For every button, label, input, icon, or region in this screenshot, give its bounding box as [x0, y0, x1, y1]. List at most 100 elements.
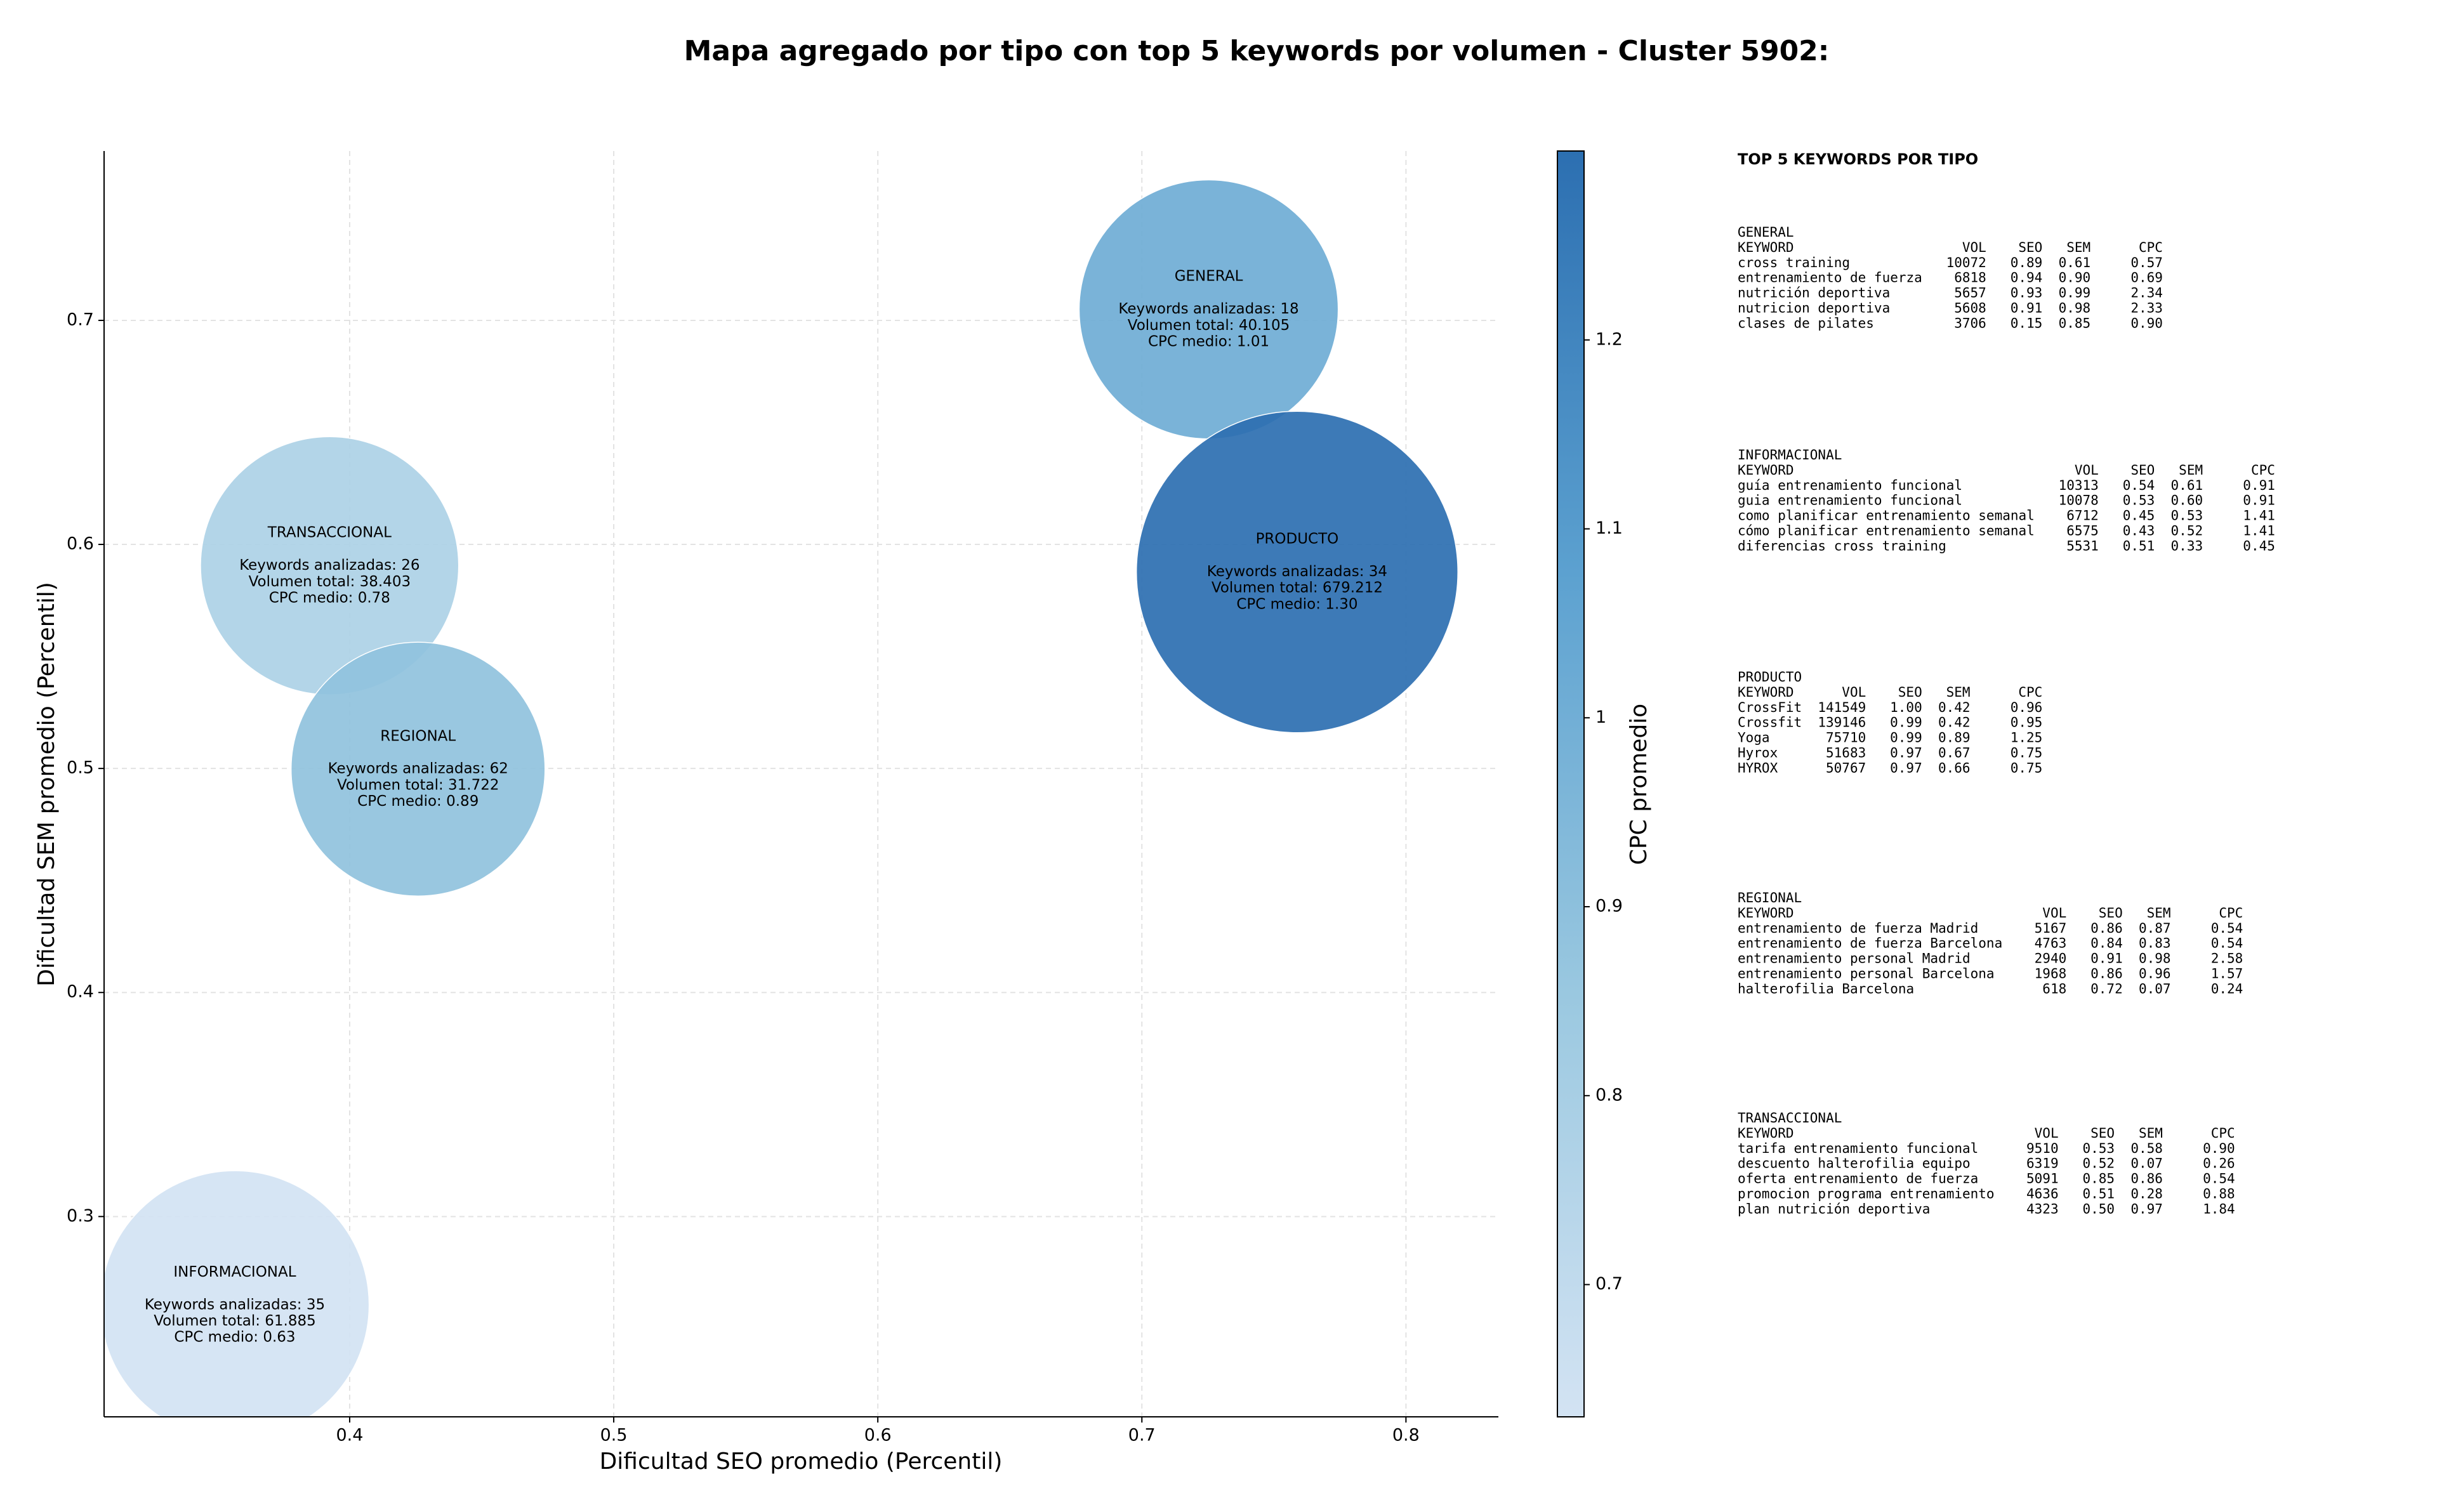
table-cell: 5091: [2026, 1171, 2059, 1187]
column-header: VOL: [2075, 463, 2099, 478]
x-tick-label: 0.4: [336, 1426, 363, 1445]
table-cell: 0.58: [2130, 1141, 2163, 1156]
bubble: [290, 641, 546, 897]
table-cell: guía entrenamiento funcional: [1738, 478, 1962, 493]
table-cell: 0.99: [2059, 286, 2091, 301]
table-cell: 0.98: [2059, 301, 2091, 316]
table-cell: 0.85: [2083, 1171, 2115, 1187]
table-cell: 0.54: [2211, 936, 2243, 951]
table-cell: Crossfit: [1738, 715, 1802, 730]
bubble-annotation: CPC medio: 1.30: [1236, 596, 1357, 612]
table-cell: 0.89: [1938, 730, 1971, 746]
y-tick-label: 0.7: [67, 310, 94, 329]
table-cell: 0.91: [2243, 493, 2275, 508]
table-cell: entrenamiento personal Barcelona: [1738, 966, 1995, 982]
table-cell: 0.99: [1890, 730, 1922, 746]
table-cell: 0.95: [2011, 715, 2043, 730]
table-cell: 618: [2042, 981, 2066, 996]
colorbar-tick-label: 1: [1595, 707, 1606, 727]
table-cell: 0.60: [2171, 493, 2203, 508]
column-header: SEM: [2139, 1126, 2163, 1141]
table-cell: 4636: [2026, 1187, 2059, 1202]
y-tick-label: 0.5: [67, 758, 94, 778]
panel-title: TOP 5 KEYWORDS POR TIPO: [1738, 150, 1978, 168]
table-cell: nutrición deportiva: [1738, 286, 1890, 301]
column-header: SEO: [2090, 1126, 2115, 1141]
section-title: PRODUCTO: [1738, 669, 1802, 685]
x-tick-label: 0.8: [1392, 1426, 1420, 1445]
y-tick-label: 0.6: [67, 534, 94, 554]
bubble-annotation: Volumen total: 61.885: [154, 1313, 316, 1329]
table-cell: diferencias cross training: [1738, 538, 1946, 553]
table-cell: oferta entrenamiento de fuerza: [1738, 1171, 1978, 1187]
table-cell: 0.61: [2059, 255, 2091, 270]
table-cell: 0.83: [2139, 936, 2171, 951]
column-header: SEO: [2099, 905, 2123, 921]
table-cell: 0.52: [2171, 523, 2203, 539]
table-cell: 0.72: [2090, 981, 2123, 996]
table-cell: 0.51: [2123, 538, 2155, 553]
x-tick-label: 0.5: [600, 1426, 628, 1445]
column-header: KEYWORD: [1738, 685, 1794, 700]
bubble-annotation: Keywords analizadas: 34: [1207, 563, 1387, 580]
table-cell: 0.50: [2083, 1201, 2115, 1216]
table-cell: 0.91: [2243, 478, 2275, 493]
column-header: VOL: [2035, 1126, 2059, 1141]
section-title: REGIONAL: [1738, 890, 1802, 905]
table-cell: 0.15: [2011, 315, 2043, 331]
bubble-name: TRANSACCIONAL: [267, 525, 392, 541]
table-cell: 6712: [2066, 508, 2099, 523]
table-cell: 6319: [2026, 1156, 2059, 1171]
bubble-annotation: Volumen total: 679.212: [1212, 580, 1383, 596]
table-cell: 0.86: [2130, 1171, 2163, 1187]
table-cell: entrenamiento personal Madrid: [1738, 951, 1971, 966]
column-header: SEO: [2130, 463, 2155, 478]
table-cell: 0.42: [1938, 715, 1971, 730]
colorbar-label: CPC promedio: [1626, 704, 1652, 865]
column-header: CPC: [2211, 1126, 2235, 1141]
table-cell: CrossFit: [1738, 700, 1802, 715]
column-header: SEM: [2179, 463, 2203, 478]
table-cell: 0.52: [2083, 1156, 2115, 1171]
table-cell: 0.67: [1938, 746, 1971, 761]
colorbar-tick-label: 0.7: [1595, 1274, 1623, 1294]
table-cell: 0.97: [2130, 1201, 2163, 1216]
column-header: CPC: [2219, 905, 2243, 921]
table-cell: 3706: [1954, 315, 1986, 331]
table-cell: 0.75: [2011, 760, 2043, 775]
colorbar-tick-label: 1.2: [1595, 329, 1623, 349]
table-cell: 0.07: [2139, 981, 2171, 996]
bubble: [1135, 411, 1458, 733]
table-cell: 4763: [2035, 936, 2067, 951]
column-header: VOL: [1842, 685, 1866, 700]
column-header: CPC: [2139, 240, 2163, 255]
table-cell: 6818: [1954, 270, 1986, 286]
table-cell: 0.57: [2130, 255, 2163, 270]
bubble-annotation: Volumen total: 40.105: [1128, 317, 1290, 334]
table-cell: 0.69: [2130, 270, 2163, 286]
column-header: CPC: [2251, 463, 2275, 478]
table-cell: 0.87: [2139, 921, 2171, 936]
bubble-name: INFORMACIONAL: [173, 1264, 296, 1280]
column-header: KEYWORD: [1738, 463, 1794, 478]
table-cell: 0.54: [2203, 1171, 2235, 1187]
column-header: SEM: [2066, 240, 2090, 255]
bubble-annotation: Volumen total: 38.403: [249, 574, 411, 590]
table-cell: 141549: [1818, 700, 1866, 715]
table-cell: entrenamiento de fuerza Madrid: [1738, 921, 1978, 936]
section-title: TRANSACCIONAL: [1738, 1110, 1842, 1126]
bubble-annotation: Keywords analizadas: 62: [328, 761, 508, 777]
column-header: KEYWORD: [1738, 240, 1794, 255]
table-cell: 0.94: [2011, 270, 2043, 286]
table-cell: 51683: [1826, 746, 1866, 761]
section-title: INFORMACIONAL: [1738, 447, 1842, 463]
bubble-name: PRODUCTO: [1256, 531, 1339, 548]
table-cell: 2.58: [2211, 951, 2243, 966]
bubble-annotation: Volumen total: 31.722: [337, 777, 499, 793]
bubble-annotation: CPC medio: 1.01: [1148, 334, 1269, 350]
table-cell: 0.53: [2083, 1141, 2115, 1156]
column-header: SEM: [1946, 685, 1971, 700]
table-cell: 1.57: [2211, 966, 2243, 982]
table-cell: entrenamiento de fuerza Barcelona: [1738, 936, 2002, 951]
x-tick-label: 0.7: [1128, 1426, 1156, 1445]
